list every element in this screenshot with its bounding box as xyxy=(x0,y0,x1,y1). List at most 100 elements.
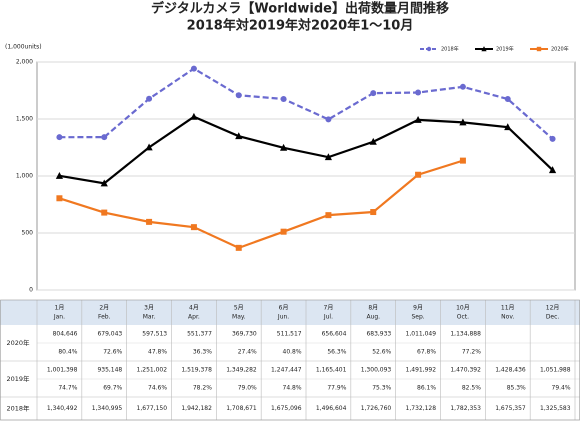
table-header-month-en: Oct. xyxy=(457,314,469,321)
table-yoy: 74.7% xyxy=(58,385,77,392)
data-point xyxy=(504,123,512,131)
table-header-month-en: Jun. xyxy=(277,314,289,321)
table-header-month-en: Sep. xyxy=(411,314,424,321)
data-point xyxy=(370,90,377,97)
table-header-month-en: Apr. xyxy=(188,314,200,321)
series-line xyxy=(59,159,464,250)
table-yoy: 78.2% xyxy=(193,385,212,392)
table-header-month-en: Dec. xyxy=(546,314,560,321)
table-value: 1,325,583 xyxy=(540,405,571,412)
table-yoy: 85.3% xyxy=(507,385,526,392)
table-value: 1,428,436 xyxy=(495,367,526,374)
data-point xyxy=(101,209,108,216)
table-value: 1,782,353 xyxy=(450,405,481,412)
table-header-month: 4月 xyxy=(189,305,199,312)
table-value: 1,300,093 xyxy=(361,367,392,374)
table-value: 1,051,988 xyxy=(540,367,571,374)
table-header-month: 1月 xyxy=(55,305,65,312)
data-point xyxy=(56,134,63,141)
table-header-month-en: May. xyxy=(232,314,246,321)
table-value: 1,675,357 xyxy=(495,405,526,412)
table-value: 1,496,604 xyxy=(316,405,347,412)
data-point xyxy=(280,96,287,103)
y-tick-label: 500 xyxy=(22,230,34,237)
data-point xyxy=(146,95,153,102)
data-point xyxy=(415,89,422,96)
legend-label: 2019年 xyxy=(496,46,514,53)
data-point xyxy=(548,166,557,174)
data-point xyxy=(279,143,288,151)
table-yoy: 79.4% xyxy=(552,385,571,392)
table-yoy: 82.5% xyxy=(462,385,481,392)
chart-title: デジタルカメラ【Worldwide】出荷数量月間推移 xyxy=(151,1,449,17)
data-point xyxy=(146,218,153,225)
data-point xyxy=(549,135,556,142)
table-yoy: 77.2% xyxy=(462,349,481,356)
data-point xyxy=(235,244,242,251)
table-value: 1,519,378 xyxy=(181,367,212,374)
table-value: 1,349,282 xyxy=(226,367,257,374)
table-value: 1,340,492 xyxy=(47,405,78,412)
data-point xyxy=(324,153,333,161)
series-line xyxy=(59,115,554,185)
table-value: 511,517 xyxy=(277,331,302,338)
table-yoy: 80.4% xyxy=(58,349,77,356)
table-value: 1,011,049 xyxy=(406,331,437,338)
table-value: 679,043 xyxy=(97,331,122,338)
data-point xyxy=(370,209,377,216)
data-point xyxy=(145,143,153,151)
table-value: 656,604 xyxy=(322,331,347,338)
table-value: 1,165,401 xyxy=(316,367,347,374)
table-value: 1,251,002 xyxy=(137,367,168,374)
table-header-month: 10月 xyxy=(456,305,470,312)
data-point xyxy=(369,137,377,145)
table-row-label: 2019年 xyxy=(6,374,30,383)
data-point xyxy=(190,65,197,72)
data-point xyxy=(280,228,287,235)
data-point xyxy=(414,116,422,123)
table-yoy: 47.8% xyxy=(148,349,167,356)
table-yoy: 36.3% xyxy=(193,349,212,356)
table-header-month: 12月 xyxy=(546,305,560,312)
table-row-label: 2020年 xyxy=(6,338,30,347)
table-value: 804,646 xyxy=(53,331,78,338)
table-header-month-en: Feb. xyxy=(98,314,111,321)
table-header-month-en: Jul. xyxy=(323,314,333,321)
legend-label: 2020年 xyxy=(551,46,569,53)
table-yoy: 56.3% xyxy=(327,349,346,356)
table-value: 369,730 xyxy=(232,331,257,338)
table-value: 1,340,995 xyxy=(92,405,123,412)
table-value: 935,148 xyxy=(97,367,122,374)
table-yoy: 77.9% xyxy=(327,385,346,392)
table-value: 1,726,760 xyxy=(361,405,392,412)
table-value: 1,732,128 xyxy=(406,405,437,412)
table-header-month: 5月 xyxy=(234,305,244,312)
table-value: 1,675,096 xyxy=(271,405,302,412)
table-header-month: 7月 xyxy=(324,305,334,312)
data-point xyxy=(504,96,511,103)
data-point xyxy=(190,224,197,231)
table-value: 1,470,392 xyxy=(450,367,481,374)
data-point xyxy=(56,195,63,202)
data-point xyxy=(459,83,466,90)
table-value: 1,491,992 xyxy=(406,367,437,374)
table-value: 683,933 xyxy=(366,331,391,338)
table-value: 1,942,182 xyxy=(181,405,212,412)
table-yoy: 27.4% xyxy=(238,349,257,356)
table-value: 1,001,398 xyxy=(47,367,78,374)
table-yoy: 79.0% xyxy=(238,385,257,392)
y-tick-label: 1,000 xyxy=(16,173,33,180)
data-point xyxy=(415,171,422,178)
data-point xyxy=(325,116,332,123)
table-yoy: 67.8% xyxy=(417,349,436,356)
data-point xyxy=(235,92,242,99)
data-point xyxy=(325,212,332,219)
table-value: 1,708,671 xyxy=(226,405,257,412)
y-axis-label: (1,000units) xyxy=(5,44,42,51)
table-value: 1,247,447 xyxy=(271,367,302,374)
table-yoy: 75.3% xyxy=(372,385,391,392)
table-yoy: 69.7% xyxy=(103,385,122,392)
table-value: 551,377 xyxy=(187,331,212,338)
table-header-month: 3月 xyxy=(144,305,154,312)
data-point xyxy=(101,134,108,141)
